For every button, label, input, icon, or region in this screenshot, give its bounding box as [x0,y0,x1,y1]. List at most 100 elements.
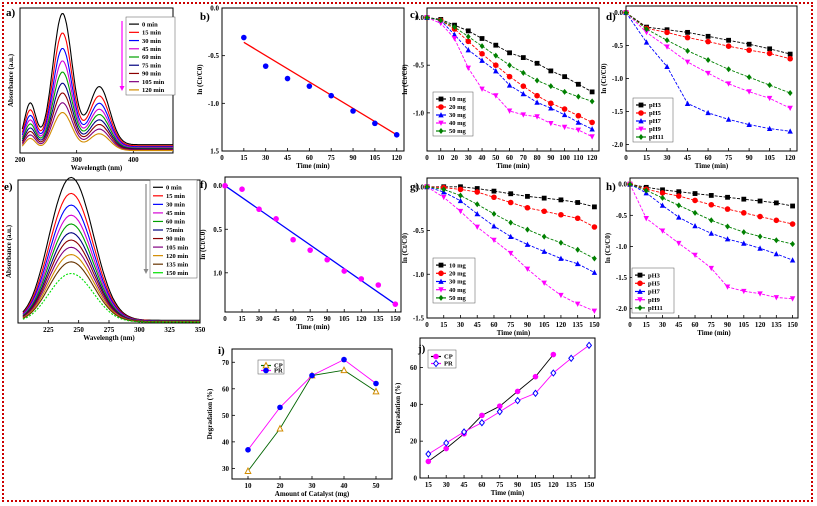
data-point-g-4-6 [525,226,530,233]
legend-marker-j-1 [432,359,440,368]
y-tick-label-i: 70 [222,359,230,367]
panel-label-i: i) [218,345,225,357]
data-point-c-2-3 [465,47,471,53]
data-point-h-2-3 [676,214,682,220]
x-tick-label-g: 90 [524,321,532,329]
legend-marker-c-3 [438,120,444,126]
data-point-h-4-8 [757,233,763,240]
data-point-h-3-2 [659,228,666,234]
data-point-i-1-0 [245,447,251,453]
x-tick-label-j: 60 [478,481,486,489]
data-point-c-0-11 [575,81,581,87]
data-point-h-2-2 [659,202,666,208]
spectrum-a-6 [21,92,173,150]
data-point-j-0-0 [425,458,432,465]
data-point-f-0-10 [392,301,399,307]
data-point-g-0-4 [491,188,497,194]
spectrum-a-0 [21,13,173,146]
y-tick-label-c: -0.5 [413,62,425,70]
legend-marker-d-3 [638,126,644,132]
data-point-j-1-4 [496,407,503,416]
data-point-d-0-7 [767,46,773,52]
legend-label-e-6: 90 min [166,236,185,243]
legend-marker-h-3 [637,297,643,303]
data-point-f-0-3 [273,216,279,222]
series-line-c-4 [426,17,593,102]
data-point-g-2-2 [457,197,464,204]
data-point-g-1-8 [558,211,564,218]
legend-label-a-4: 60 min [142,54,161,61]
legend-label-e-1: 15 min [166,193,185,200]
data-point-g-3-4 [491,237,497,244]
data-point-c-4-11 [575,93,581,100]
data-point-f-0-7 [341,268,348,274]
y-tick-label-g: -0.5 [413,227,425,235]
data-point-g-3-7 [541,280,547,286]
data-point-c-3-8 [534,114,540,120]
x-axis-label-i: Amount of Catalyst (mg) [275,490,350,498]
x-tick-label-g: 135 [572,321,583,329]
data-point-g-2-9 [574,260,581,267]
series-line-g-0 [427,186,595,208]
data-point-d-2-3 [684,100,691,106]
legend-label-h-0: pH3 [648,272,661,279]
fit-line-f [224,185,396,305]
x-tick-label-b: 90 [350,154,358,162]
series-line-j-1 [428,345,590,455]
data-point-h-2-8 [757,245,763,251]
data-point-d-1-3 [684,34,691,41]
series-line-h-4 [629,183,793,245]
data-point-h-4-7 [741,229,747,236]
legend-marker-g-2 [438,278,444,284]
series-line-j-0 [428,354,554,462]
x-tick-label-i: 50 [373,482,381,490]
data-point-d-1-6 [746,47,752,53]
data-point-c-0-8 [534,60,540,66]
data-point-h-0-10 [790,203,795,209]
data-point-b-0-7 [393,131,400,138]
x-tick-label-c: 70 [520,154,528,162]
data-point-d-3-3 [684,59,691,65]
legend-label-h-1: pH5 [648,281,661,288]
data-point-g-0-5 [508,191,514,197]
y-tick-label-c: -1.0 [413,109,425,117]
data-point-h-1-10 [789,221,796,227]
data-point-g-3-3 [474,224,480,230]
data-point-j-0-4 [496,403,503,409]
y-tick-label-j: 0 [414,475,418,483]
data-point-c-2-4 [479,57,485,63]
data-point-c-1-5 [493,62,499,68]
x-axis-label-a: Wavelength (nm) [71,164,123,172]
legend-label-c-0: 10 mg [449,96,467,103]
legend-label-a-0: 0 min [142,21,158,28]
data-point-g-4-4 [491,210,497,217]
data-point-c-4-7 [520,69,526,76]
y-tick-label-h: -1.5 [616,274,628,282]
legend-label-a-1: 15 min [142,30,161,37]
data-point-g-3-5 [508,250,514,257]
data-point-h-0-8 [757,198,763,204]
panel-label-h: h) [606,181,616,193]
panel-i: 10 20 30 40 50 30 40 50 60 70 Amount of Catalyst (… [206,345,393,498]
panel-c: 0 10 20 30 40 50 60 70 80 90 100 110 120 0.0 -0.5 -1.0 T… [401,7,600,170]
data-point-f-0-1 [239,186,245,192]
data-point-c-4-6 [507,62,512,69]
data-point-d-3-1 [643,29,650,36]
legend-label-i-1: PR [274,368,283,375]
data-point-h-2-9 [773,251,780,257]
x-tick-label-h: 75 [708,321,716,329]
data-point-h-4-9 [773,237,779,244]
data-point-j-0-7 [550,351,557,358]
x-tick-label-h: 150 [787,321,798,329]
legend-label-h-2: pH7 [648,289,661,296]
data-point-d-2-6 [746,121,752,128]
x-tick-label-e: 325 [164,326,175,334]
x-tick-label-b: 15 [240,154,248,162]
data-point-g-0-9 [575,200,581,205]
legend-label-a-8: 120 min [142,87,165,94]
data-point-g-0-10 [592,204,597,210]
data-point-f-0-5 [307,247,313,253]
data-point-i-1-1 [277,404,283,411]
